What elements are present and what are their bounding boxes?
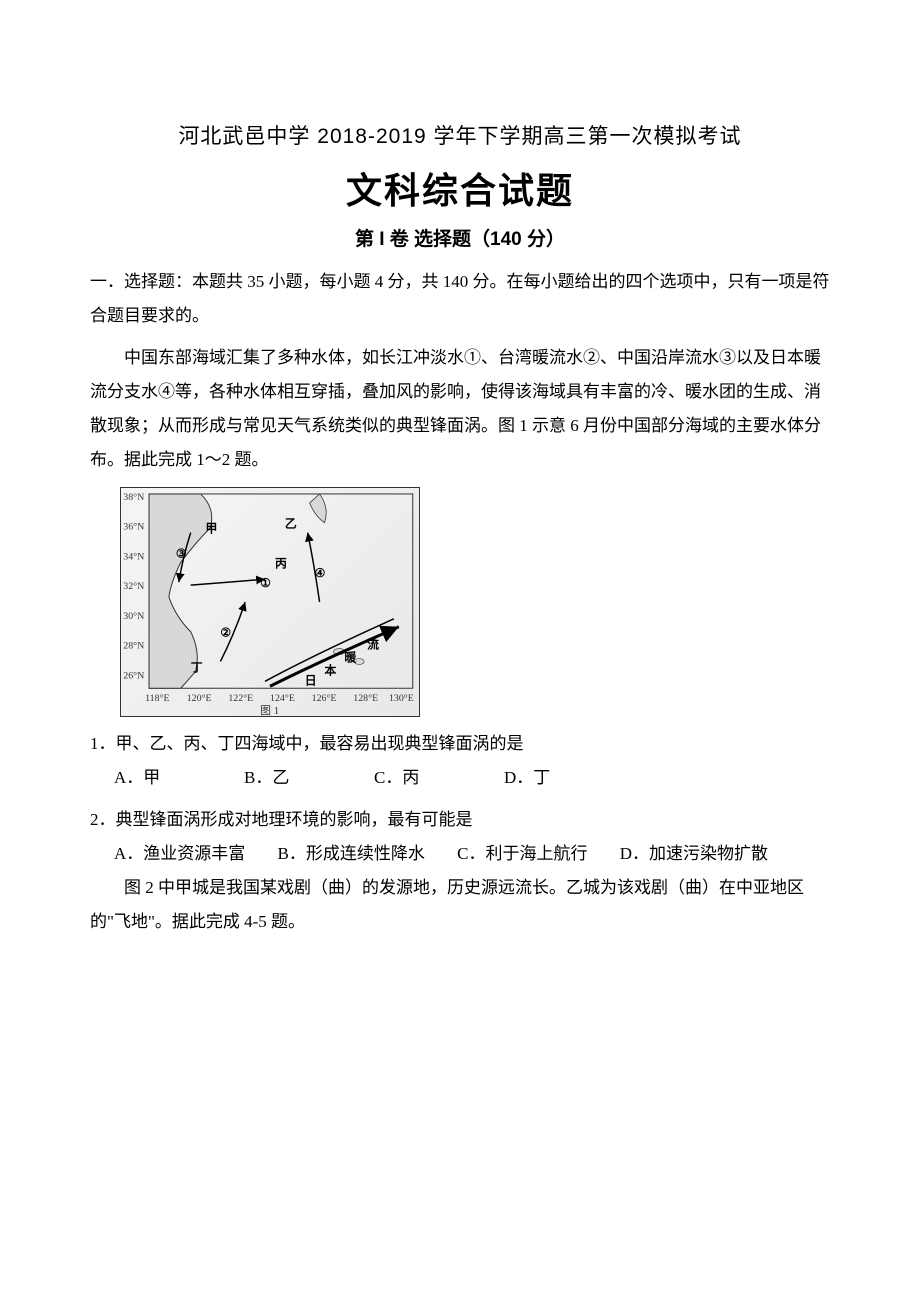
q1-option-b: B．乙 bbox=[244, 761, 374, 795]
lat-label-5: 28°N bbox=[123, 641, 144, 652]
main-title: 文科综合试题 bbox=[90, 162, 830, 214]
q2-option-c: C．利于海上航行 bbox=[457, 837, 587, 871]
passage-1: 中国东部海域汇集了多种水体，如长江冲淡水①、台湾暖流水②、中国沿岸流水③以及日本… bbox=[90, 341, 830, 477]
q2-option-b: B．形成连续性降水 bbox=[278, 837, 425, 871]
instruction-text: 一．选择题：本题共 35 小题，每小题 4 分，共 140 分。在每小题给出的四… bbox=[90, 265, 830, 333]
q2-option-d: D．加速污染物扩散 bbox=[620, 837, 768, 871]
q1-stem: 1．甲、乙、丙、丁四海域中，最容易出现典型锋面涡的是 bbox=[90, 727, 830, 761]
lat-label-3: 32°N bbox=[123, 581, 144, 592]
current-1 bbox=[191, 579, 265, 585]
current-label-2: ② bbox=[220, 626, 231, 640]
point-yi: 乙 bbox=[285, 517, 297, 531]
map-svg: 38°N 36°N 34°N 32°N 30°N 28°N 26°N 118°E… bbox=[121, 488, 419, 716]
coastline-korea bbox=[310, 494, 327, 523]
kuroshio-ri: 日 bbox=[305, 673, 317, 687]
kuroshio-nuan: 暖 bbox=[344, 650, 357, 664]
current-label-4: ④ bbox=[315, 566, 326, 580]
lat-label-6: 26°N bbox=[123, 670, 144, 681]
lon-label-1: 120°E bbox=[187, 693, 212, 704]
kuroshio-liu: 流 bbox=[367, 638, 379, 652]
lon-label-0: 118°E bbox=[145, 693, 170, 704]
lat-label-2: 34°N bbox=[123, 551, 144, 562]
lon-label-4: 126°E bbox=[312, 693, 337, 704]
q1-option-a: A．甲 bbox=[114, 761, 244, 795]
map-caption: 图 1 bbox=[260, 704, 279, 716]
lon-label-3: 124°E bbox=[270, 693, 295, 704]
school-header: 河北武邑中学 2018-2019 学年下学期高三第一次模拟考试 bbox=[90, 120, 830, 150]
q1-option-c: C．丙 bbox=[374, 761, 504, 795]
lon-label-2: 122°E bbox=[228, 693, 253, 704]
point-ding: 丁 bbox=[191, 660, 203, 674]
point-jia: 甲 bbox=[206, 522, 218, 536]
q2-stem: 2．典型锋面涡形成对地理环境的影响，最有可能是 bbox=[90, 803, 830, 837]
q1-option-d: D．丁 bbox=[504, 761, 604, 795]
map-figure-1: 38°N 36°N 34°N 32°N 30°N 28°N 26°N 118°E… bbox=[120, 487, 420, 717]
q2-option-a: A．渔业资源丰富 bbox=[114, 837, 245, 871]
lon-label-6: 130°E bbox=[389, 693, 414, 704]
kuroshio-ben: 本 bbox=[325, 663, 337, 677]
point-bing: 丙 bbox=[275, 556, 287, 570]
current-label-3: ③ bbox=[176, 546, 187, 560]
coastline-china bbox=[149, 494, 212, 688]
q1-options: A．甲 B．乙 C．丙 D．丁 bbox=[90, 761, 830, 795]
section-title: 第 I 卷 选择题（140 分） bbox=[90, 224, 830, 251]
lat-label-0: 38°N bbox=[123, 492, 144, 503]
passage-2: 图 2 中甲城是我国某戏剧（曲）的发源地，历史源远流长。乙城为该戏剧（曲）在中亚… bbox=[90, 871, 830, 939]
q2-options: A．渔业资源丰富 B．形成连续性降水 C．利于海上航行 D．加速污染物扩散 bbox=[90, 837, 830, 871]
lon-label-5: 128°E bbox=[353, 693, 378, 704]
lat-label-4: 30°N bbox=[123, 611, 144, 622]
current-label-1: ① bbox=[260, 576, 271, 590]
lat-label-1: 36°N bbox=[123, 522, 144, 533]
